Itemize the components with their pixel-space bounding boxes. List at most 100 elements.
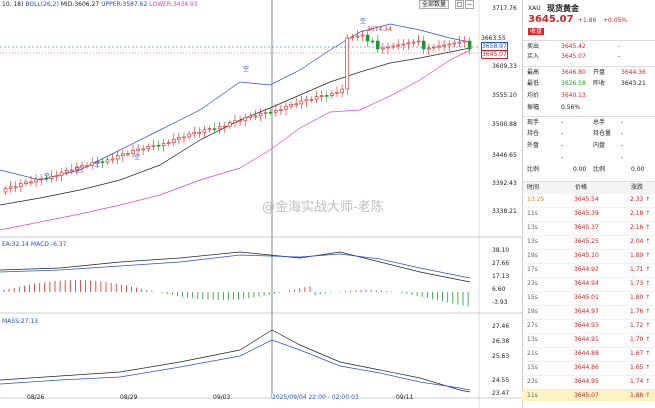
mass-axis-label: 24.55 xyxy=(492,377,510,384)
mass-axis-label: 25.63 xyxy=(492,353,510,360)
tick-price: 3644.91 xyxy=(574,336,599,343)
candle-body xyxy=(54,175,59,177)
candle-body xyxy=(212,128,217,130)
tick-row: 21s 3644.88 1.67 ↑ xyxy=(522,347,655,359)
tick-row: 13s 3645.37 2.16 ↑ xyxy=(522,221,655,233)
price-axis-label: 3609.33 xyxy=(492,63,517,70)
candle-body xyxy=(335,92,339,94)
pos-row: 持仓 - 持仓量 - xyxy=(523,128,655,139)
macd-dea-line xyxy=(0,253,471,279)
crosshair-time: 2025/09/04 22:00 - 02:00:03 xyxy=(272,394,359,401)
tick-time: 17s xyxy=(527,266,538,273)
avg-label: 均价 xyxy=(527,92,540,99)
symbol-name: 现货黄金 xyxy=(547,4,579,13)
sell-value: 3645.42 xyxy=(561,43,586,50)
inner-value: - xyxy=(621,142,624,149)
candle-body xyxy=(360,34,365,37)
minimize-button[interactable]: − xyxy=(465,0,474,9)
macd-dif-line xyxy=(0,251,471,283)
candle-body xyxy=(355,35,360,38)
candle-body xyxy=(39,177,44,180)
tick-change: 2.16 ↑ xyxy=(630,224,651,231)
tick-row: 27s 3644.93 1.72 ↑ xyxy=(522,319,655,331)
tick-change: 2.18 ↑ xyxy=(630,210,651,217)
candle-body xyxy=(177,137,181,140)
high-open-row: 最高 3646.80 开盘 3644.36 xyxy=(523,66,655,78)
candle-body xyxy=(365,34,370,42)
outer-value: - xyxy=(561,142,564,149)
candle-body xyxy=(18,183,23,187)
candle-body xyxy=(172,138,176,143)
avg-row: 均价 3640.13 xyxy=(523,90,655,101)
tick-row: 17s 3644.92 1.71 ↑ xyxy=(522,263,655,275)
fullscreen-button[interactable]: 全部数量 xyxy=(419,0,450,9)
buy-row: 买入 3645.07 - xyxy=(523,51,655,62)
tick-time: 27s xyxy=(527,322,538,329)
candle-body xyxy=(217,126,222,130)
candle-body xyxy=(85,165,89,167)
quote-panel: XAU 现货黄金 3645.07 +1.86 +0.05% 收盘 卖出 3645… xyxy=(522,0,655,408)
tick-time: 13s xyxy=(527,336,538,343)
outer-label: 外盘 xyxy=(527,142,540,149)
candle-body xyxy=(59,171,64,176)
restore-button[interactable]: □ xyxy=(455,0,464,9)
tick-price: 3644.92 xyxy=(574,266,599,273)
price-change-pct: +0.05% xyxy=(603,17,628,24)
candle-body xyxy=(243,117,247,121)
tick-time: 13s xyxy=(527,224,538,231)
tick-row: 23s 3644.95 1.74 ↑ xyxy=(522,375,655,387)
candle-body xyxy=(13,186,18,188)
tick-time: 19s xyxy=(527,308,538,315)
dash-value: - xyxy=(561,154,564,161)
ticks-header-time: 时间 xyxy=(527,184,540,191)
x-axis-date: 09/03 xyxy=(213,394,231,401)
candle-body xyxy=(386,46,390,49)
candle-body xyxy=(8,186,13,189)
last-price: 3645.07 xyxy=(528,14,574,25)
tick-change: 1.76 ↑ xyxy=(630,308,651,315)
vol-row: 现手 - 总手 - xyxy=(523,116,655,128)
symbol-code: XAU xyxy=(528,5,541,12)
boll-lower-line xyxy=(0,49,471,231)
signal-marker: 空 xyxy=(94,161,101,168)
tick-change: 1.71 ↑ xyxy=(630,266,651,273)
candle-body xyxy=(136,148,140,151)
low-value: 3626.58 xyxy=(561,80,586,87)
compare-label-2: 比例 xyxy=(593,166,606,173)
posq-value: - xyxy=(621,130,624,137)
macd-label: EA:32.14 MACD:-6.37 xyxy=(2,241,67,248)
tick-change: 1.74 ↑ xyxy=(630,378,651,385)
price-axis-label: 3663.55 xyxy=(481,35,506,42)
candle-body xyxy=(182,136,186,139)
candle-body xyxy=(268,111,273,114)
pos-value: - xyxy=(561,130,564,137)
candle-body xyxy=(187,133,191,138)
ticks-header-price: 价格 xyxy=(575,184,588,191)
candle-body xyxy=(126,153,130,155)
candle-body xyxy=(24,181,28,184)
tick-price: 3645.01 xyxy=(574,294,599,301)
buy-qty: - xyxy=(618,53,621,60)
candle-body xyxy=(248,115,253,118)
tick-row: 19s 3645.10 1.89 ↑ xyxy=(522,249,655,261)
macd-axis-label: 27.66 xyxy=(492,260,510,267)
tick-time: 13:25 xyxy=(527,196,545,203)
tick-time: 11s xyxy=(527,392,538,399)
tick-time: 23s xyxy=(527,280,538,287)
candle-body xyxy=(70,169,74,172)
tick-row: 13:25 3645.54 2.33 ↑ xyxy=(522,193,655,205)
candle-body xyxy=(442,44,446,47)
macd-axis-label: 38.10 xyxy=(492,247,510,254)
outer-row: 外盘 - 内盘 - xyxy=(523,140,655,151)
candlestick-chart[interactable] xyxy=(0,0,522,408)
candle-body xyxy=(197,132,202,134)
candle-body xyxy=(80,165,84,168)
signal-marker: 空 xyxy=(134,154,141,161)
candle-body xyxy=(330,92,334,96)
chart-area[interactable]: 10, 18) BOLL(26,2) MID:3606.27 UPPER:358… xyxy=(0,0,522,408)
tick-time: 11s xyxy=(527,210,538,217)
tick-change: 1.72 ↑ xyxy=(630,322,651,329)
tick-price: 3644.88 xyxy=(574,350,599,357)
candle-body xyxy=(350,36,355,39)
candle-body xyxy=(370,40,375,43)
